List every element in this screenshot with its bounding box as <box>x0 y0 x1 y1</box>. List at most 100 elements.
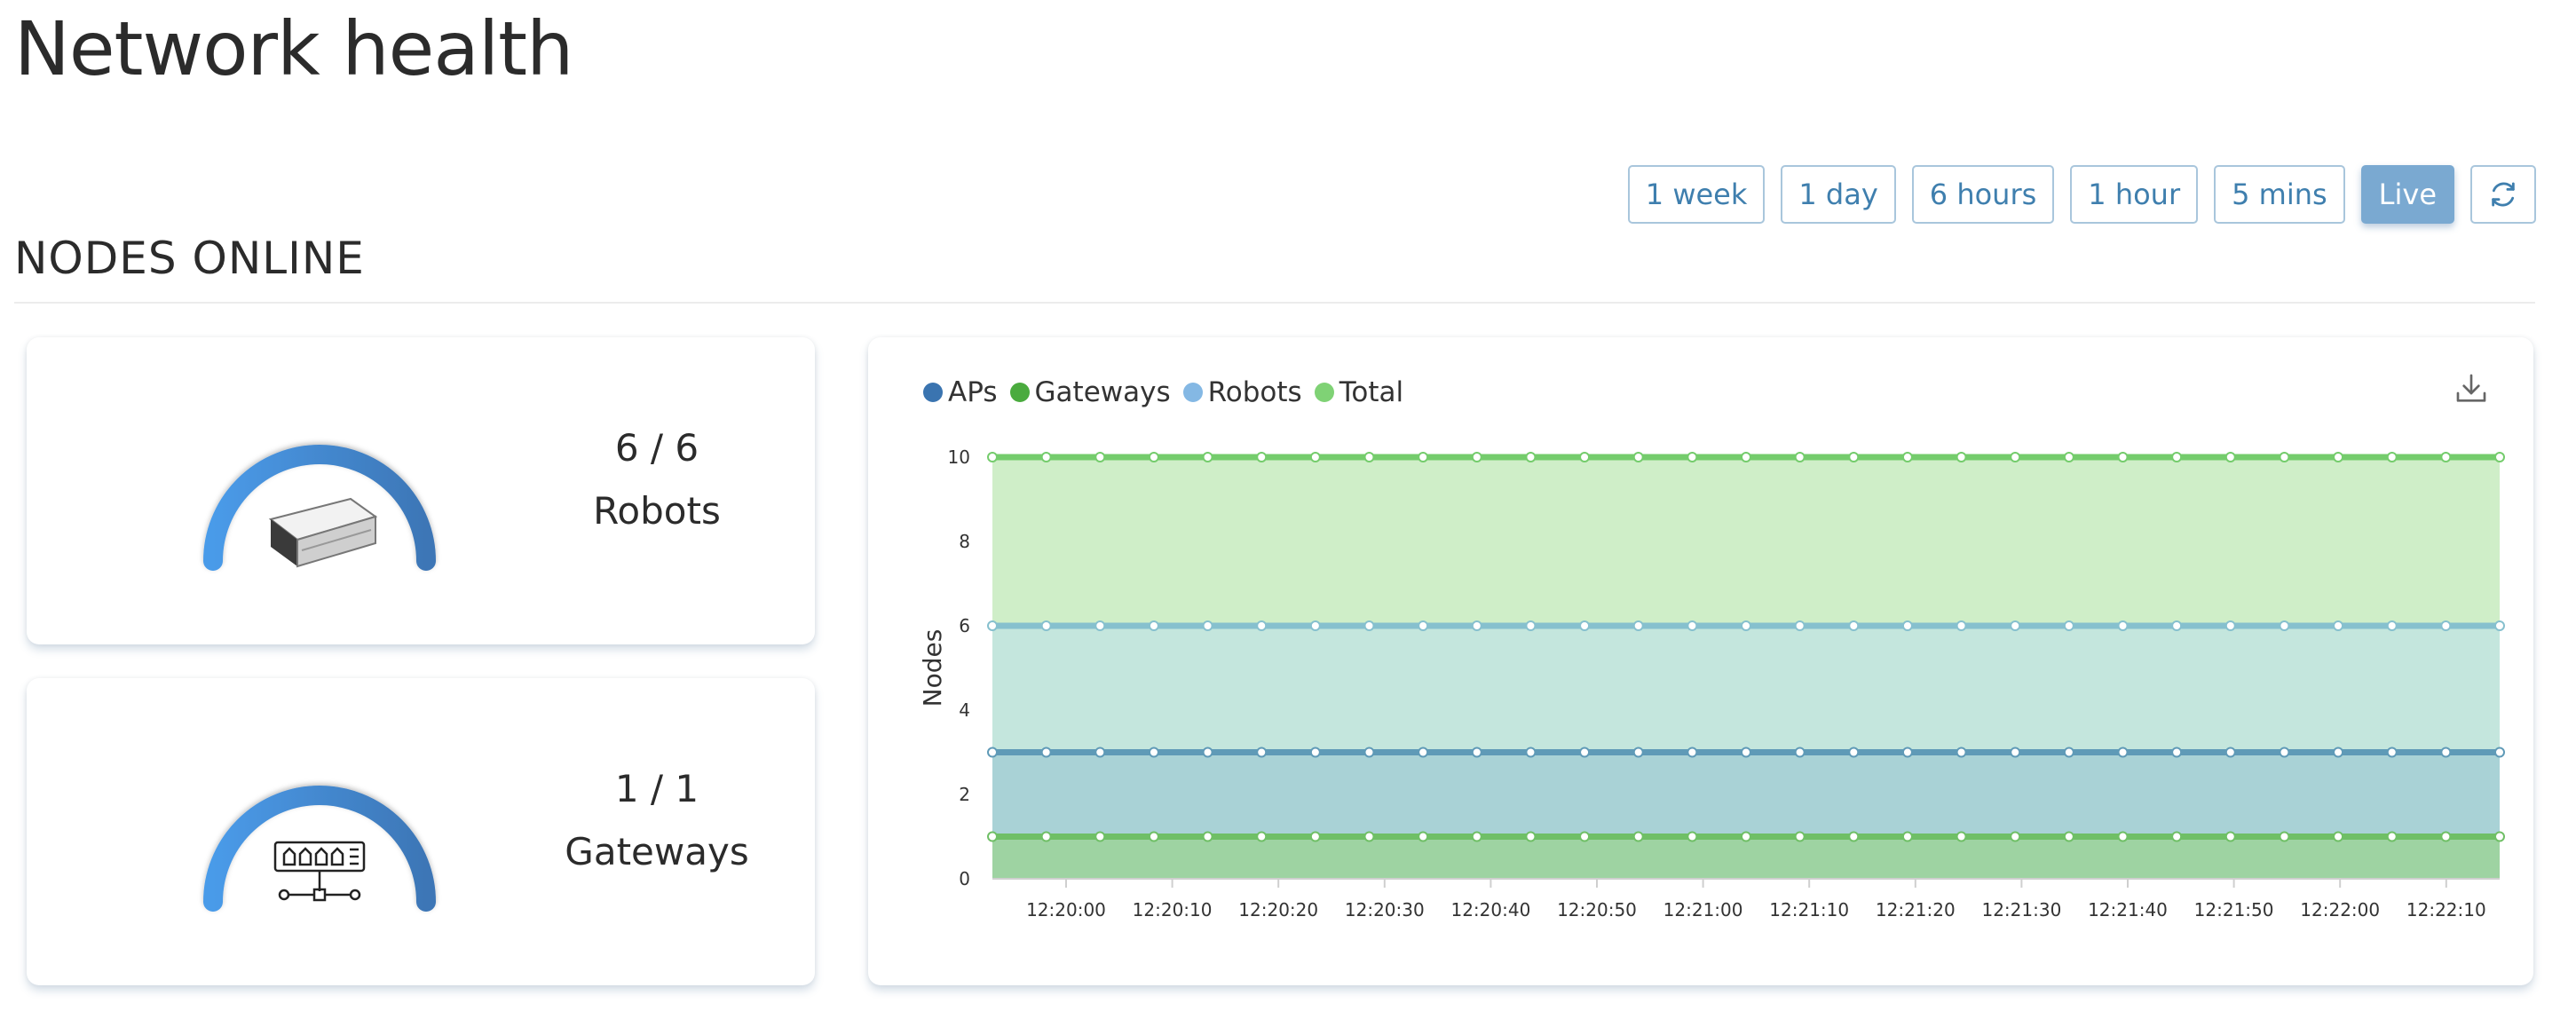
data-point <box>1848 620 1860 631</box>
data-point <box>1525 452 1537 462</box>
legend-label-gateways: Gateways <box>1034 376 1171 408</box>
data-point <box>1309 831 1321 842</box>
data-point <box>987 747 998 758</box>
range-1-day-button[interactable]: 1 day <box>1781 165 1896 224</box>
data-point <box>1848 452 1860 462</box>
data-point <box>2063 747 2074 758</box>
y-tick-label: 10 <box>948 446 970 468</box>
gateways-stat: 1 / 1 Gateways <box>524 767 790 873</box>
legend-item-robots[interactable]: Robots <box>1182 376 1302 408</box>
x-tick-label: 12:20:10 <box>1133 899 1213 920</box>
data-point <box>2279 620 2290 631</box>
data-point <box>1418 452 1429 462</box>
data-point <box>2333 452 2344 462</box>
data-point <box>2494 452 2505 462</box>
nodes-chart-card: 0 2 4 6 8 10 12:20:00 12:20:10 12:20:20 12:20:30 1… <box>868 337 2533 985</box>
data-point <box>2386 452 2398 462</box>
data-point <box>1741 747 1751 758</box>
legend-label-total: Total <box>1339 376 1404 408</box>
data-point <box>2279 747 2290 758</box>
data-point <box>1471 747 1482 758</box>
data-point <box>1256 620 1268 631</box>
range-1-hour-button[interactable]: 1 hour <box>2070 165 2199 224</box>
data-point <box>2440 747 2452 758</box>
data-point <box>1471 452 1482 462</box>
data-point <box>2117 747 2129 758</box>
range-live-button[interactable]: Live <box>2360 165 2454 224</box>
data-point <box>1148 620 1159 631</box>
data-point <box>2010 620 2021 631</box>
area-gateways <box>992 836 2500 879</box>
x-tick-label: 12:21:00 <box>1663 899 1743 920</box>
data-point <box>987 620 998 631</box>
robot-icon <box>268 497 378 568</box>
download-icon[interactable] <box>2454 371 2489 407</box>
data-point <box>2494 831 2505 842</box>
data-point <box>1202 452 1213 462</box>
range-5-mins-button[interactable]: 5 mins <box>2214 165 2345 224</box>
data-point <box>1525 747 1537 758</box>
x-tick-label: 12:21:10 <box>1769 899 1849 920</box>
data-point <box>2010 452 2021 462</box>
data-point <box>1579 452 1591 462</box>
legend-item-aps[interactable]: APs <box>923 376 998 408</box>
data-point <box>1256 747 1268 758</box>
data-point <box>2171 620 2183 631</box>
data-point <box>1687 747 1698 758</box>
data-point <box>2440 831 2452 842</box>
legend-item-gateways[interactable]: Gateways <box>1009 376 1171 408</box>
data-point <box>1525 831 1537 842</box>
chart-legend: APs Gateways Robots Total <box>923 376 1403 408</box>
x-tick-label: 12:21:30 <box>1981 899 2061 920</box>
data-point <box>1632 452 1644 462</box>
data-point <box>1256 452 1268 462</box>
data-point <box>1956 452 1967 462</box>
data-point <box>1687 620 1698 631</box>
data-point <box>1956 831 1967 842</box>
data-point <box>1363 831 1375 842</box>
x-tick-label: 12:21:40 <box>2088 899 2168 920</box>
data-point <box>2279 831 2290 842</box>
data-point <box>2494 620 2505 631</box>
data-point <box>1148 747 1159 758</box>
data-point <box>1632 831 1644 842</box>
y-tick-label: 2 <box>959 784 970 805</box>
refresh-button[interactable] <box>2470 165 2536 224</box>
range-6-hours-button[interactable]: 6 hours <box>1911 165 2055 224</box>
robots-stat: 6 / 6 Robots <box>524 426 790 533</box>
gateway-icon <box>273 841 366 902</box>
data-point <box>1309 620 1321 631</box>
legend-dot-total <box>1314 383 1334 402</box>
data-point <box>1309 452 1321 462</box>
data-point <box>1418 620 1429 631</box>
data-point <box>2386 831 2398 842</box>
data-point <box>1040 831 1052 842</box>
y-tick-label: 0 <box>959 868 970 889</box>
robots-count: 6 / 6 <box>614 426 699 470</box>
range-1-week-button[interactable]: 1 week <box>1627 165 1766 224</box>
data-point <box>1094 620 1106 631</box>
x-tick-label: 12:20:30 <box>1345 899 1425 920</box>
data-point <box>1040 747 1052 758</box>
refresh-icon <box>2492 182 2515 207</box>
data-point <box>1794 831 1806 842</box>
data-point <box>1040 620 1052 631</box>
x-tick-label: 12:22:00 <box>2300 899 2380 920</box>
section-title: NODES ONLINE <box>14 233 365 284</box>
data-point <box>1148 831 1159 842</box>
data-point <box>2171 747 2183 758</box>
legend-dot-robots <box>1182 383 1203 402</box>
data-point <box>1901 747 1913 758</box>
x-tick-label: 12:20:00 <box>1026 899 1106 920</box>
data-point <box>2117 452 2129 462</box>
data-point <box>1901 452 1913 462</box>
legend-item-total[interactable]: Total <box>1314 376 1404 408</box>
legend-label-aps: APs <box>948 376 998 408</box>
data-point <box>2333 747 2344 758</box>
x-tick-label: 12:20:40 <box>1450 899 1530 920</box>
y-tick-label: 4 <box>959 699 970 721</box>
data-point <box>1148 452 1159 462</box>
data-point <box>1794 747 1806 758</box>
data-point <box>2440 620 2452 631</box>
data-point <box>2224 831 2236 842</box>
